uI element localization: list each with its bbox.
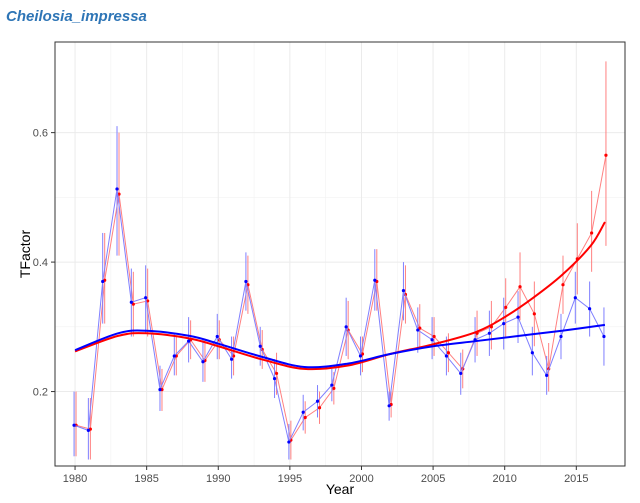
data-point [446,351,451,355]
y-tick-label: 0.6 [33,128,48,140]
data-point [604,153,608,157]
x-tick-label: 2010 [492,473,516,485]
series-1 [72,126,606,460]
data-point [602,334,606,339]
x-tick-label: 2005 [421,473,445,485]
y-tick-label: 0.2 [33,387,48,399]
data-point [504,305,508,310]
y-axis-label: TFactor [17,230,33,279]
data-point [573,296,577,300]
data-point [315,399,320,403]
data-point [430,338,434,342]
data-point [330,383,334,387]
chart-title: Cheilosia_impressa [6,8,147,25]
series-layer [72,61,608,460]
x-axis-label: Year [326,481,355,497]
data-point [360,352,365,356]
x-tick-label: 1980 [63,473,87,485]
series-line [75,155,607,442]
data-point [287,440,291,444]
data-point [401,288,406,293]
x-tick-label: 2015 [564,473,588,485]
data-point [518,285,522,289]
data-point [332,386,336,390]
data-point [317,406,322,410]
axes: 0.2 0.4 0.6 1980 1985 1990 1995 2000 2005 2010 201… [33,128,589,485]
data-point [144,296,148,300]
data-point [215,334,219,339]
data-point [559,334,563,339]
data-point [416,328,420,332]
series-0 [74,61,608,460]
x-tick-label: 2000 [349,473,373,485]
data-point [201,360,205,364]
data-point [303,415,307,420]
data-point [516,315,520,319]
data-point [588,307,592,311]
data-point [86,428,90,432]
data-point [561,283,565,287]
data-point [502,321,506,326]
trend-line-1 [74,323,606,369]
data-point [590,231,594,235]
x-tick-label: 1985 [134,473,158,485]
x-tick-label: 1990 [206,473,230,485]
data-point [432,334,436,339]
data-point [387,404,391,408]
data-point [532,312,536,316]
series-line [73,188,605,444]
y-tick-label: 0.4 [33,257,48,269]
trend-line-0 [74,221,606,371]
data-point [418,326,422,330]
data-point [172,354,176,358]
data-point [459,371,463,376]
data-point [373,278,377,282]
data-point [244,279,248,284]
data-point [301,410,305,414]
data-point [131,302,135,306]
grid-lines [55,42,625,466]
data-point [358,354,363,358]
data-point [129,300,133,304]
x-tick-label: 1995 [278,473,302,485]
plot-panel-border [54,41,626,467]
data-point [444,354,449,358]
data-point [72,423,76,427]
data-point [344,325,348,329]
data-point [158,388,162,392]
data-point [187,339,191,343]
data-point [545,373,549,377]
data-point [115,187,119,191]
data-point [146,299,150,303]
data-point [229,357,234,361]
data-point [258,344,262,348]
data-point [487,331,491,335]
data-point [101,279,105,284]
data-point [272,377,277,381]
data-point [274,371,279,376]
data-point [530,351,534,355]
